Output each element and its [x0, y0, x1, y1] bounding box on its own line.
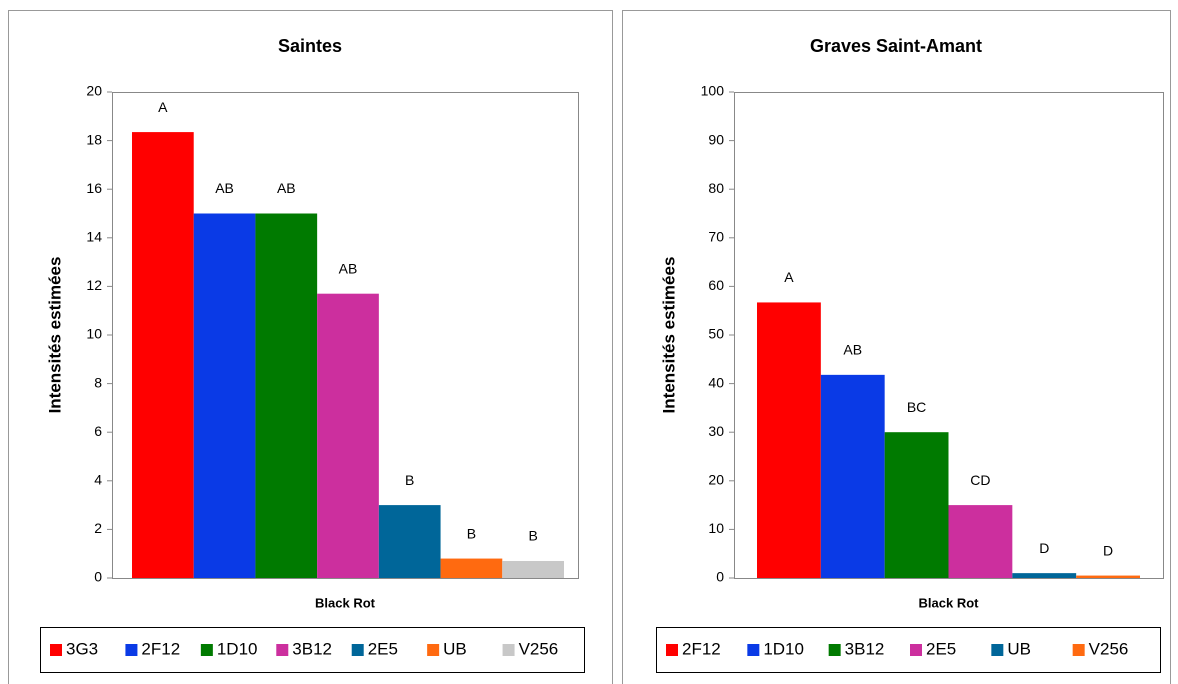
significance-label: AB [339, 260, 358, 276]
bar [502, 560, 564, 578]
y-tick-label: 20 [708, 472, 724, 488]
legend-swatch [666, 644, 678, 656]
legend-swatch [351, 644, 364, 656]
significance-label: AB [277, 180, 296, 196]
y-tick-label: 10 [708, 520, 724, 536]
y-tick-label: 30 [708, 423, 724, 439]
legend-label: UB [443, 639, 467, 658]
bar [820, 374, 885, 578]
legend-label: 2E5 [368, 639, 398, 658]
y-tick-label: 70 [708, 229, 724, 245]
legend-swatch [991, 644, 1004, 656]
legend-swatch [502, 644, 515, 656]
legend-label: 1D10 [763, 639, 804, 658]
significance-label: AB [215, 180, 234, 196]
significance-label: B [405, 472, 414, 488]
legend-label: 3B12 [292, 639, 332, 658]
legend-swatch [747, 644, 760, 656]
y-tick-label: 50 [708, 326, 724, 342]
y-tick-label: 12 [86, 277, 102, 293]
y-tick-label: 60 [708, 277, 724, 293]
legend-label: V256 [1089, 639, 1129, 658]
legend-label: 2F12 [682, 639, 721, 658]
legend-label: 3G3 [66, 639, 98, 658]
legend-box [656, 627, 1161, 673]
significance-label: D [1103, 542, 1113, 558]
legend-swatch [276, 644, 289, 656]
y-tick-label: 16 [86, 180, 102, 196]
significance-label: BC [907, 399, 926, 415]
y-axis-label: Intensités estimées [659, 257, 678, 414]
plot-area [734, 92, 1164, 579]
legend-label: V256 [519, 639, 559, 658]
bar [378, 505, 441, 578]
x-tick-label: Black Rot [315, 595, 376, 610]
legend-swatch [50, 644, 62, 656]
bar [440, 558, 503, 578]
panel-border [8, 10, 613, 684]
significance-label: D [1039, 540, 1049, 556]
y-tick-label: 14 [86, 229, 102, 245]
significance-label: CD [970, 472, 990, 488]
panel-border [622, 10, 1171, 684]
legend-swatch [427, 644, 440, 656]
legend-swatch [200, 644, 213, 656]
y-tick-label: 80 [708, 180, 724, 196]
bar [948, 505, 1013, 578]
chart-title: Saintes [278, 36, 342, 56]
y-tick-label: 10 [86, 326, 102, 342]
significance-label: A [158, 99, 168, 115]
significance-label: B [467, 525, 476, 541]
legend-swatch [910, 644, 922, 656]
bar [757, 302, 821, 578]
y-tick-label: 20 [86, 83, 102, 99]
y-tick-label: 18 [86, 131, 102, 147]
bar [193, 213, 256, 578]
legend-swatch [1072, 644, 1085, 656]
significance-label: AB [843, 342, 862, 358]
bar [317, 293, 379, 578]
bar [255, 213, 318, 578]
plot-area [112, 92, 579, 579]
y-tick-label: 0 [716, 569, 724, 585]
significance-label: A [784, 269, 794, 285]
legend-label: 1D10 [217, 639, 258, 658]
y-axis-label: Intensités estimées [45, 257, 64, 414]
y-tick-label: 100 [701, 83, 725, 99]
legend-label: 2F12 [141, 639, 180, 658]
y-tick-label: 6 [94, 423, 102, 439]
significance-label: B [528, 528, 537, 544]
bar [884, 432, 949, 578]
y-tick-label: 40 [708, 374, 724, 390]
x-tick-label: Black Rot [919, 595, 980, 610]
y-tick-label: 8 [94, 374, 102, 390]
legend-swatch [828, 644, 841, 656]
bar [132, 132, 194, 578]
legend-box [40, 627, 585, 673]
bar [1076, 575, 1140, 578]
legend-label: 2E5 [926, 639, 956, 658]
y-tick-label: 0 [94, 569, 102, 585]
y-tick-label: 4 [94, 472, 102, 488]
y-tick-label: 2 [94, 520, 102, 536]
legend-swatch [125, 644, 138, 656]
legend-label: 3B12 [845, 639, 885, 658]
y-tick-label: 90 [708, 131, 724, 147]
legend-label: UB [1007, 639, 1031, 658]
bar [1012, 573, 1077, 578]
chart-title: Graves Saint-Amant [810, 36, 982, 56]
